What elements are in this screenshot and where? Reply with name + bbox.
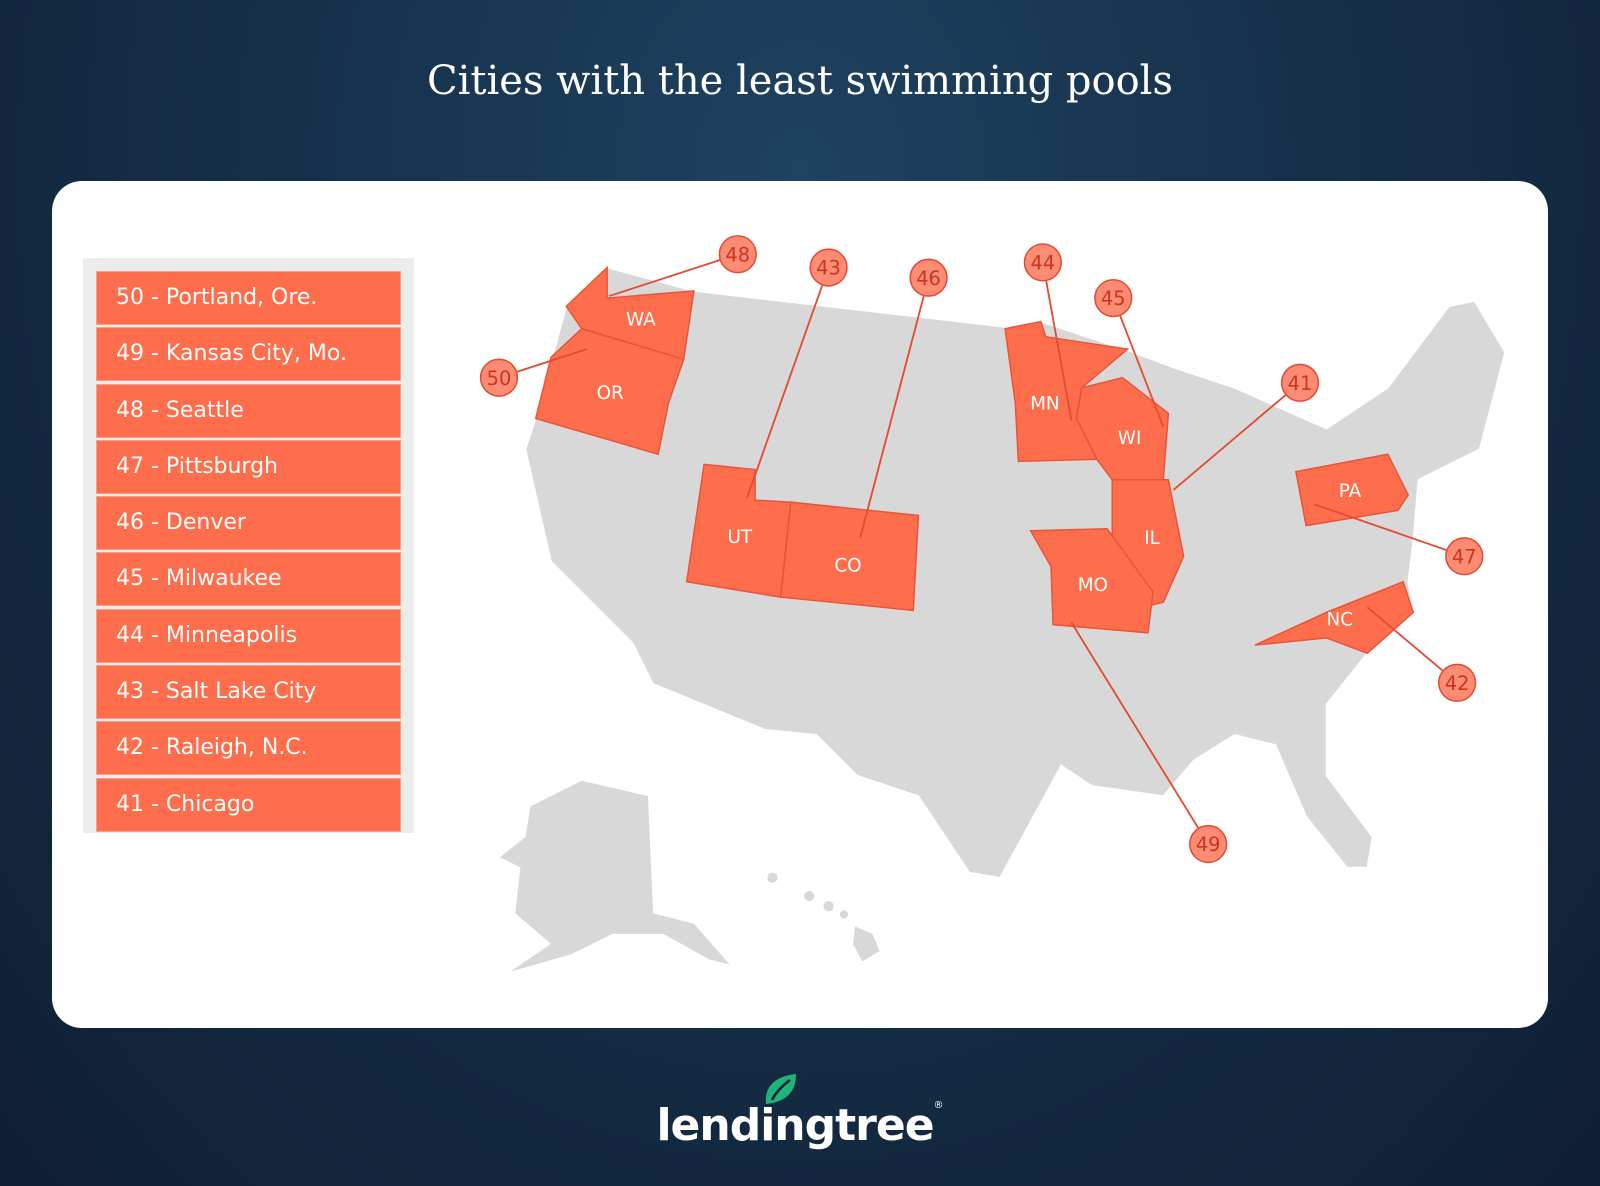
marker-48[interactable]: 48 (718, 235, 757, 274)
marker-45[interactable]: 45 (1094, 278, 1133, 318)
leaf-icon (765, 1074, 796, 1104)
marker-50[interactable]: 50 (479, 358, 519, 397)
state-label-mn: MN (1030, 393, 1060, 414)
us-base-shape (524, 266, 1506, 879)
hawaii-shape (767, 872, 880, 962)
svg-text:45: 45 (1101, 287, 1126, 310)
state-label-pa: PA (1339, 481, 1362, 502)
legend-item: 41 - Chicago (96, 777, 401, 832)
state-label-co: CO (834, 556, 861, 577)
marker-42[interactable]: 42 (1438, 663, 1477, 702)
svg-text:42: 42 (1445, 672, 1470, 695)
legend-item: 49 - Kansas City, Mo. (96, 327, 401, 382)
legend-item: 43 - Salt Lake City (96, 665, 401, 720)
state-label-nc: NC (1327, 610, 1354, 631)
marker-49[interactable]: 49 (1189, 824, 1228, 864)
marker-41[interactable]: 41 (1280, 363, 1320, 402)
lendingtree-logo: lendingtree® (0, 1072, 1600, 1151)
svg-text:50: 50 (487, 367, 512, 390)
svg-text:44: 44 (1031, 252, 1056, 275)
legend-item: 44 - Minneapolis (96, 608, 401, 663)
ranking-legend: 50 - Portland, Ore. 49 - Kansas City, Mo… (83, 258, 414, 833)
logo-text: lendingtree (656, 1100, 934, 1151)
state-label-mo: MO (1078, 575, 1108, 596)
state-mo[interactable] (1029, 527, 1154, 634)
alaska-shape (500, 780, 730, 972)
state-label-wi: WI (1118, 428, 1142, 449)
marker-43[interactable]: 43 (809, 248, 848, 287)
legend-item: 48 - Seattle (96, 383, 401, 438)
state-nc[interactable] (1254, 580, 1415, 655)
state-or[interactable] (534, 327, 685, 456)
state-label-il: IL (1144, 528, 1160, 549)
legend-item: 46 - Denver (96, 496, 401, 551)
legend-item: 50 - Portland, Ore. (96, 271, 401, 325)
state-label-ut: UT (727, 527, 752, 548)
state-co[interactable] (779, 501, 920, 612)
page-title: Cities with the least swimming pools (427, 58, 1173, 104)
svg-text:41: 41 (1288, 372, 1313, 395)
marker-47[interactable]: 47 (1445, 537, 1484, 576)
svg-text:48: 48 (725, 243, 750, 266)
legend-item: 42 - Raleigh, N.C. (96, 721, 401, 776)
state-label-or: OR (597, 383, 624, 404)
svg-text:43: 43 (816, 257, 841, 280)
leader-lines (498, 253, 1465, 845)
marker-46[interactable]: 46 (909, 258, 948, 297)
marker-44[interactable]: 44 (1023, 243, 1062, 282)
legend-item: 45 - Milwaukee (96, 552, 401, 607)
svg-text:47: 47 (1452, 545, 1477, 568)
legend-item: 47 - Pittsburgh (96, 439, 401, 494)
svg-text:46: 46 (916, 267, 941, 290)
state-label-wa: WA (626, 310, 656, 331)
logo-registered-mark: ® (933, 1100, 944, 1111)
svg-text:49: 49 (1196, 833, 1221, 856)
